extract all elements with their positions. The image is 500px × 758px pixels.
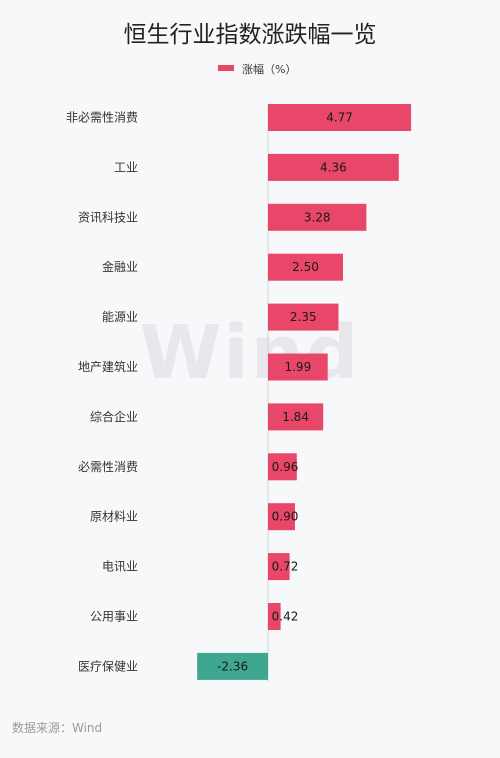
bar-0 (268, 104, 412, 131)
value-label-8: 0.90 (272, 510, 299, 524)
value-label-1: 4.36 (320, 160, 347, 174)
value-label-11: -2.36 (217, 659, 248, 673)
legend-swatch (218, 65, 234, 71)
category-label-7: 必需性消费 (78, 460, 138, 474)
legend-label: 涨幅（%） (242, 63, 296, 76)
bar-4 (268, 303, 339, 331)
category-label-4: 能源业 (102, 310, 138, 324)
bar-3 (268, 253, 343, 281)
bar-1 (268, 153, 399, 181)
value-label-10: 0.42 (272, 610, 299, 624)
category-label-0: 非必需性消费 (66, 111, 138, 125)
bar-10 (268, 603, 281, 630)
bar-9 (268, 553, 290, 581)
source-note: 数据来源：Wind (12, 720, 102, 735)
bar-2 (268, 203, 367, 231)
chart-title: 恒生行业指数涨跌幅一览 (124, 22, 377, 48)
bar-11 (197, 652, 268, 680)
value-label-6: 1.84 (282, 410, 309, 424)
category-label-9: 电讯业 (102, 560, 138, 574)
category-label-10: 公用事业 (90, 610, 138, 624)
bar-7 (268, 453, 297, 481)
category-label-5: 地产建筑业 (78, 359, 138, 374)
value-label-3: 2.50 (292, 260, 319, 274)
category-label-2: 资讯科技业 (78, 210, 138, 224)
category-label-11: 医疗保健业 (78, 659, 138, 673)
bar-5 (268, 353, 328, 381)
value-label-7: 0.96 (272, 460, 299, 474)
value-label-5: 1.99 (284, 360, 311, 374)
value-label-2: 3.28 (304, 210, 331, 224)
category-label-3: 金融业 (102, 259, 138, 274)
category-label-6: 综合企业 (90, 409, 138, 424)
bar-6 (268, 403, 324, 431)
bars: 非必需性消费 4.77 工业 4.36 资讯科技业 3.28 金融业 2.50 能源业 2.35 地… (66, 104, 412, 680)
value-label-0: 4.77 (326, 111, 353, 125)
category-label-8: 原材料业 (90, 510, 138, 524)
bar-8 (268, 503, 295, 531)
category-label-1: 工业 (114, 160, 138, 174)
value-label-4: 2.35 (290, 310, 317, 324)
value-label-9: 0.72 (272, 560, 299, 574)
